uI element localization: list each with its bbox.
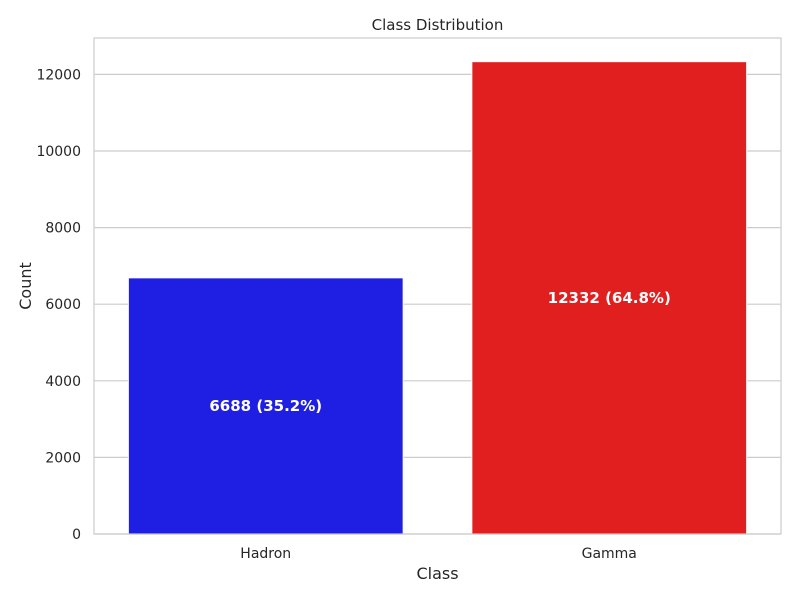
- x-axis-title: Class: [416, 564, 458, 583]
- chart-title: Class Distribution: [372, 16, 504, 34]
- y-tick-label: 4000: [45, 374, 81, 390]
- x-tick-labels: Hadron Gamma: [240, 546, 637, 562]
- y-tick-label: 12000: [36, 67, 81, 83]
- bars: 6688 (35.2%) 12332 (64.8%): [127, 61, 748, 535]
- x-tick-label: Gamma: [582, 546, 637, 562]
- y-tick-label: 0: [72, 527, 81, 543]
- bar-data-label: 12332 (64.8%): [548, 289, 671, 307]
- bar-gamma: [471, 61, 748, 535]
- y-tick-labels: 0 2000 4000 6000 8000 10000 12000: [36, 67, 81, 543]
- x-tick-label: Hadron: [240, 546, 291, 562]
- y-tick-label: 6000: [45, 297, 81, 313]
- bar-hadron: [127, 277, 404, 535]
- y-axis-title: Count: [16, 262, 35, 310]
- y-tick-label: 2000: [45, 450, 81, 466]
- y-tick-label: 10000: [36, 144, 81, 160]
- y-tick-label: 8000: [45, 221, 81, 237]
- bar-data-label: 6688 (35.2%): [209, 397, 322, 415]
- plot-frame: [93, 37, 782, 535]
